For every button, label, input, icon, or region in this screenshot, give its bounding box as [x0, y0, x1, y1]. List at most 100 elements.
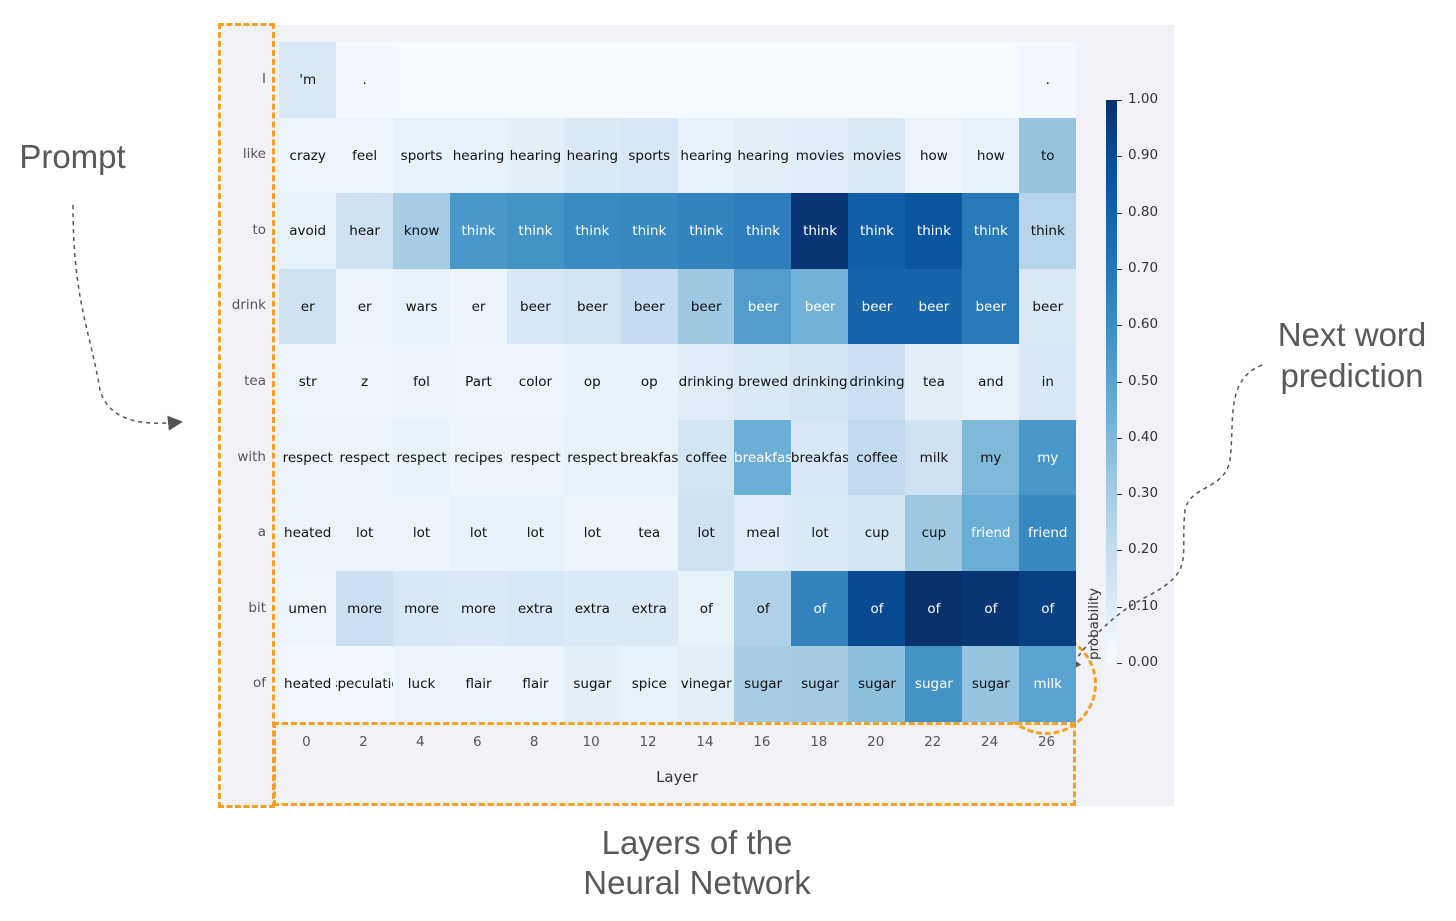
heatmap-cell: heated [279, 495, 337, 572]
heatmap-cell: respect [563, 419, 622, 496]
heatmap-cell: milk [1019, 646, 1077, 723]
colorbar-tick-mark [1117, 325, 1122, 327]
heatmap-cell: my [962, 419, 1020, 496]
heatmap-cell: think [677, 193, 735, 270]
heatmap-cell: sugar [563, 646, 622, 723]
heatmap-cell: of [848, 570, 906, 647]
x-tick-label: 26 [1037, 734, 1056, 750]
colorbar-tick-mark [1117, 606, 1122, 608]
heatmap-cell: of [1019, 570, 1077, 647]
heatmap-cell: extra [620, 570, 678, 647]
row-label: a [257, 524, 266, 541]
colorbar-tick-mark [1117, 100, 1122, 101]
colorbar-tick-label: 0.80 [1128, 203, 1159, 220]
heatmap-cell: heated [279, 646, 337, 723]
heatmap-cell: Part [449, 344, 508, 421]
heatmap-cell: er [335, 268, 394, 345]
layers-annotation-line2: Neural Network [583, 864, 811, 901]
heatmap-cell: . [1019, 42, 1077, 119]
heatmap-cell: how [905, 117, 963, 194]
heatmap-cell: tea [905, 344, 963, 421]
heatmap-cell: sugar [848, 646, 906, 723]
heatmap-cell: know [392, 193, 451, 270]
heatmap-cell: hearing [563, 117, 622, 194]
heatmap-cell: think [734, 193, 792, 270]
heatmap-cell: in [1019, 344, 1077, 421]
x-axis-label: Layer [656, 768, 698, 786]
heatmap-cell: lot [392, 495, 451, 572]
heatmap-cell: luck [392, 646, 451, 723]
heatmap-cell: coffee [848, 419, 906, 496]
heatmap-cell: beer [1019, 268, 1077, 345]
heatmap-cell [734, 42, 792, 119]
x-tick-label: 14 [696, 734, 714, 750]
heatmap-cell [506, 42, 565, 119]
heatmap-cell: think [791, 193, 849, 270]
heatmap-cell: beer [506, 268, 565, 345]
heatmap-cell: milk [905, 419, 963, 496]
heatmap-cell: think [506, 193, 565, 270]
heatmap-cell: think [620, 193, 678, 270]
heatmap-cell [449, 42, 508, 119]
heatmap-cell: hearing [734, 117, 792, 194]
heatmap-cell: lot [563, 495, 622, 572]
heatmap-cell: breakfas [791, 419, 849, 496]
heatmap-cell: think [449, 193, 508, 270]
heatmap-cell: coffee [677, 419, 735, 496]
heatmap-cell: feel [335, 117, 394, 194]
heatmap-cell: to [1019, 117, 1077, 194]
x-tick-label: 22 [924, 734, 942, 750]
heatmap-cell [392, 42, 451, 119]
heatmap-cell: color [506, 344, 565, 421]
heatmap-cell: sports [392, 117, 451, 194]
heatmap-cell [791, 42, 849, 119]
heatmap-cell: . [335, 42, 394, 119]
heatmap-cell: op [620, 344, 678, 421]
heatmap-cell: think [962, 193, 1020, 270]
heatmap-cell: breakfas [620, 419, 678, 496]
layers-annotation-line1: Layers of the [601, 824, 793, 861]
heatmap-cell: z [335, 344, 394, 421]
colorbar-tick-label: 0.60 [1128, 316, 1159, 333]
colorbar-tick-mark [1117, 437, 1122, 439]
row-label: drink [231, 297, 266, 314]
colorbar-tick-mark [1117, 550, 1122, 552]
heatmap-cell: lot [449, 495, 508, 572]
heatmap-cell: recipes [449, 419, 508, 496]
colorbar-tick-label: 0.20 [1128, 541, 1159, 558]
heatmap-cell: friend [962, 495, 1020, 572]
colorbar-tick-mark [1117, 494, 1122, 496]
x-tick-label: 6 [472, 734, 482, 750]
heatmap-cell: speculatic [335, 646, 394, 723]
colorbar-tick-label: 0.00 [1128, 654, 1159, 670]
layers-highlight-box [273, 722, 1076, 806]
heatmap-cell: think [563, 193, 622, 270]
heatmap-cell: tea [620, 495, 678, 572]
heatmap-cell: fol [392, 344, 451, 421]
heatmap-cell: respect [392, 419, 451, 496]
prompt-arrow [72, 204, 183, 431]
heatmap-cell: respect [506, 419, 565, 496]
colorbar-tick-mark [1117, 212, 1122, 214]
heatmap-cell: lot [791, 495, 849, 572]
row-label: to [252, 221, 266, 238]
heatmap-cell [620, 42, 678, 119]
heatmap-cell: umen [279, 570, 337, 647]
row-label: I [262, 70, 266, 87]
heatmap-cell: friend [1019, 495, 1077, 572]
heatmap-cell: beer [563, 268, 622, 345]
heatmap-cell: of [677, 570, 735, 647]
heatmap-cell [848, 42, 906, 119]
heatmap-cell: str [279, 344, 337, 421]
x-tick-label: 10 [582, 734, 600, 750]
heatmap-cell: beer [677, 268, 735, 345]
heatmap-cell: sports [620, 117, 678, 194]
row-label: tea [244, 373, 266, 389]
heatmap-cell: of [905, 570, 963, 647]
colorbar-tick-label: 1.00 [1128, 91, 1159, 107]
prompt-highlight-box [218, 23, 275, 808]
heatmap-cell: meal [734, 495, 792, 572]
heatmap-cell: hear [335, 193, 394, 270]
colorbar-tick-label: 0.30 [1128, 485, 1159, 502]
colorbar-tick-label: 0.70 [1128, 259, 1159, 276]
